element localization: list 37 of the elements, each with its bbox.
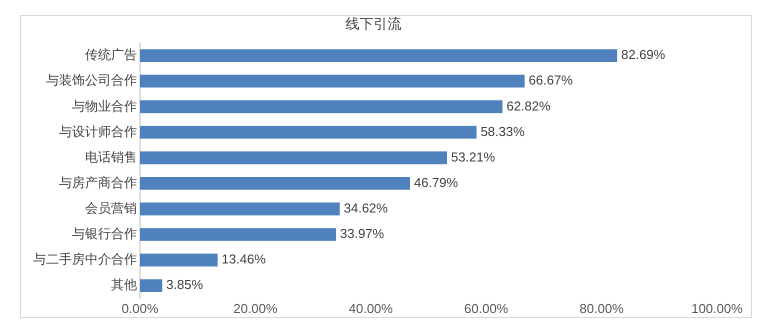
bar bbox=[140, 100, 502, 114]
x-tick-label: 40.00% bbox=[348, 300, 394, 316]
y-tick-label: 与装饰公司合作 bbox=[46, 72, 137, 88]
y-tick-label: 电话销售 bbox=[85, 149, 137, 164]
x-tick-label: 0.00% bbox=[122, 300, 159, 316]
bar bbox=[140, 176, 410, 190]
x-tick-label: 60.00% bbox=[464, 300, 509, 316]
y-tick-label: 会员营销 bbox=[85, 200, 137, 216]
y-tick-label: 与物业合作 bbox=[72, 98, 137, 114]
x-tick-label: 80.00% bbox=[580, 300, 624, 316]
x-tick-label: 20.00% bbox=[233, 300, 278, 316]
data-label: 46.79% bbox=[414, 174, 459, 190]
bar bbox=[140, 228, 336, 241]
y-tick-label: 与设计师合作 bbox=[59, 124, 137, 139]
bar bbox=[140, 254, 218, 266]
bar bbox=[140, 279, 162, 292]
y-tick-label: 其他 bbox=[111, 277, 137, 292]
data-label: 3.85% bbox=[166, 277, 204, 292]
y-tick-label: 与银行合作 bbox=[72, 226, 137, 242]
data-label: 62.82% bbox=[506, 98, 552, 114]
data-label: 53.21% bbox=[451, 149, 496, 164]
bar bbox=[140, 126, 477, 139]
data-label: 58.33% bbox=[480, 124, 526, 139]
bar bbox=[140, 49, 618, 62]
bar bbox=[140, 202, 340, 216]
data-label: 82.69% bbox=[621, 47, 666, 62]
bar bbox=[140, 151, 448, 164]
data-label: 13.46% bbox=[222, 252, 266, 267]
y-tick-label: 与二手房中介合作 bbox=[33, 252, 137, 267]
bar bbox=[140, 74, 525, 88]
data-label: 66.67% bbox=[528, 72, 574, 88]
chart-title: 线下引流 bbox=[346, 15, 402, 32]
data-label: 34.62% bbox=[344, 200, 388, 216]
y-tick-label: 与房产商合作 bbox=[59, 174, 137, 190]
x-tick-label: 100.00% bbox=[691, 300, 744, 316]
y-tick-label: 传统广告 bbox=[85, 47, 137, 62]
data-label: 33.97% bbox=[340, 226, 385, 242]
